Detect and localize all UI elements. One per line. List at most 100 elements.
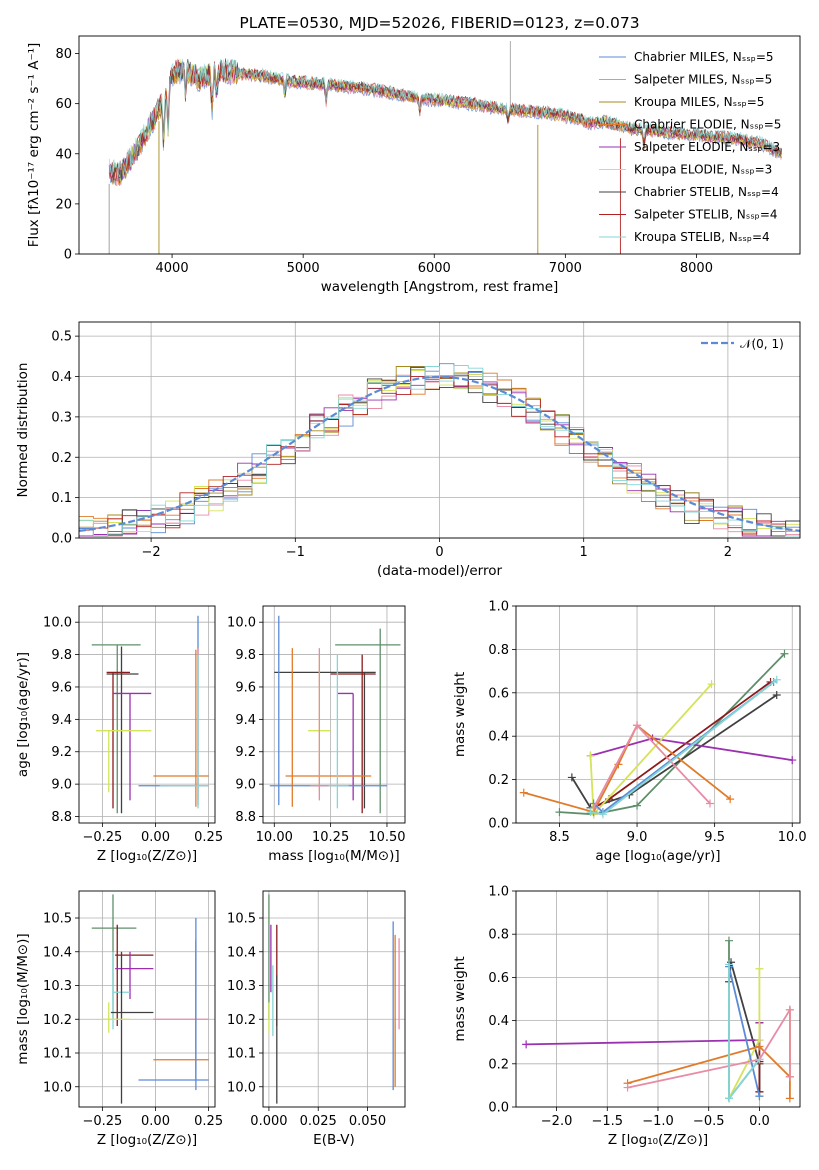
x-axis-label: age [log₁₀(age/yr)] <box>595 848 720 864</box>
y-tick-label: 0.8 <box>488 928 509 943</box>
weight-point-marker <box>725 936 733 945</box>
plot-frame <box>78 321 801 539</box>
legend-label: Kroupa ELODIE, Nₛₛₚ=3 <box>634 163 772 177</box>
x-tick-label: 7000 <box>549 261 582 276</box>
x-tick-label: 10.25 <box>312 830 349 845</box>
y-tick-label: 10.5 <box>227 912 256 927</box>
y-tick-label: 0.6 <box>488 686 509 701</box>
y-tick-label: 9.8 <box>51 648 72 663</box>
x-axis-label: (data-model)/error <box>377 563 503 579</box>
y-tick-label: 0.2 <box>488 1057 509 1072</box>
y-tick-label: 0.4 <box>51 370 72 385</box>
x-tick-label: 1 <box>580 545 588 560</box>
metallicity-mass-panel: −0.25 0.00 0.25 10.0 10.1 10.2 10.3 10.4 10.5 Z [… <box>15 890 223 1148</box>
weight-point-marker <box>785 1094 794 1103</box>
x-axis-label: Z [log₁₀(Z/Z⊙)] <box>608 1132 708 1148</box>
weight-point-marker <box>772 675 781 684</box>
y-tick-label: 10.1 <box>227 1047 256 1062</box>
y-tick-label: 0.0 <box>51 532 72 547</box>
y-tick-label: 10.3 <box>43 979 72 994</box>
x-tick-label: 5000 <box>287 261 320 276</box>
legend-label: Chabrier STELIB, Nₛₛₚ=4 <box>634 185 779 199</box>
x-tick-label: 0.050 <box>349 1114 386 1129</box>
x-tick-label: 9.0 <box>627 830 648 845</box>
plot-frame <box>78 605 216 824</box>
x-tick-label: 8000 <box>680 261 713 276</box>
histogram-step <box>79 370 800 537</box>
y-tick-label: 10.5 <box>43 912 72 927</box>
y-tick-label: 1.0 <box>488 600 509 615</box>
weight-point-marker <box>772 690 781 699</box>
y-tick-label: 10.0 <box>227 1080 256 1095</box>
y-axis-label: mass [log₁₀(M/M⊙)] <box>15 933 31 1064</box>
x-tick-label: 0.000 <box>250 1114 287 1129</box>
x-tick-label: 10.00 <box>256 830 293 845</box>
x-tick-label: 6000 <box>418 261 451 276</box>
x-tick-label: 10.0 <box>778 830 807 845</box>
weight-point-marker <box>633 801 642 810</box>
y-axis-label: age [log₁₀(age/yr)] <box>15 652 31 777</box>
weight-point-marker <box>555 808 564 817</box>
y-tick-label: 60 <box>55 97 72 112</box>
weight-point-marker <box>522 1040 531 1049</box>
y-tick-label: 0.6 <box>488 971 509 986</box>
weight-point-marker <box>633 721 642 730</box>
weight-point-marker <box>725 960 733 969</box>
y-tick-label: 0.2 <box>51 451 72 466</box>
x-tick-label: 0.0 <box>749 1114 770 1129</box>
legend-label: Chabrier ELODIE, Nₛₛₚ=5 <box>634 118 781 132</box>
plot-frame <box>78 35 801 255</box>
weight-point-marker <box>519 788 528 797</box>
weight-point-marker <box>586 751 595 760</box>
weight-point-marker <box>755 964 764 973</box>
weight-point-marker <box>780 649 789 658</box>
y-tick-label: 0.1 <box>51 491 72 506</box>
plot-frame <box>262 890 406 1108</box>
x-tick-label: 9.5 <box>704 830 725 845</box>
y-tick-label: 10.0 <box>43 616 72 631</box>
y-tick-label: 9.0 <box>235 778 256 793</box>
y-tick-label: 0 <box>64 248 72 263</box>
y-axis-label: Normed distribution <box>15 363 31 498</box>
plot-frame <box>515 605 801 824</box>
x-axis-label: Z [log₁₀(Z/Z⊙)] <box>97 848 197 864</box>
x-tick-label: −1.5 <box>591 1114 623 1129</box>
x-tick-label: 10.50 <box>368 830 405 845</box>
y-tick-label: 9.4 <box>235 713 256 728</box>
y-tick-label: 10.1 <box>43 1047 72 1062</box>
y-tick-label: 0.4 <box>488 730 509 745</box>
x-tick-label: 2 <box>724 545 732 560</box>
weight-series-line <box>728 966 761 1097</box>
x-tick-label: −0.5 <box>693 1114 725 1129</box>
y-tick-label: 0.0 <box>488 1101 509 1116</box>
weight-point-marker <box>785 1005 794 1014</box>
weight-point-marker <box>755 1042 764 1051</box>
x-tick-label: −2.0 <box>541 1114 573 1129</box>
y-tick-label: 9.6 <box>51 680 72 695</box>
legend-label: Chabrier MILES, Nₛₛₚ=5 <box>634 50 774 64</box>
histogram-step <box>79 365 800 537</box>
legend-label: Salpeter STELIB, Nₛₛₚ=4 <box>634 208 778 222</box>
gaussian-curve <box>78 375 801 532</box>
y-tick-label: 9.4 <box>51 713 72 728</box>
x-tick-label: 0.25 <box>194 830 223 845</box>
y-tick-label: 9.8 <box>235 648 256 663</box>
weight-series-line <box>627 1006 791 1089</box>
x-tick-label: −0.25 <box>82 1114 122 1129</box>
y-tick-label: 9.0 <box>51 778 72 793</box>
legend-label: Kroupa STELIB, Nₛₛₚ=4 <box>634 230 770 244</box>
weight-point-marker <box>623 1083 632 1092</box>
age-weight-panel: 8.5 9.0 9.5 10.0 0.0 0.2 0.4 0.6 0.8 1.0 age [log₁… <box>452 600 807 865</box>
y-tick-label: 10.2 <box>227 1013 256 1028</box>
x-axis-label: wavelength [Angstrom, rest frame] <box>321 279 559 295</box>
weight-point-marker <box>755 1055 764 1064</box>
extinction-mass-panel: 0.000 0.025 0.050 10.0 10.1 10.2 10.3 10.4 10.5 E… <box>227 890 406 1148</box>
spectrum-panel: 4000 5000 6000 7000 8000 0 20 40 60 80 wavelength … <box>26 14 801 295</box>
weight-point-marker <box>586 808 595 817</box>
y-axis-label: mass weight <box>452 956 468 1041</box>
x-tick-label: −0.25 <box>82 830 122 845</box>
spectrum-line <box>108 58 782 182</box>
x-tick-label: 8.5 <box>549 830 570 845</box>
chart-title: PLATE=0530, MJD=52026, FIBERID=0123, z=0… <box>239 14 639 32</box>
weight-point-marker <box>726 795 735 804</box>
